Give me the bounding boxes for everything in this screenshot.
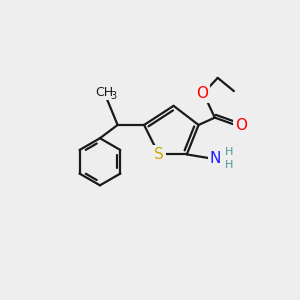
Text: H: H bbox=[225, 160, 233, 170]
Text: CH: CH bbox=[95, 86, 113, 99]
Text: O: O bbox=[235, 118, 247, 133]
Text: N: N bbox=[210, 151, 221, 166]
Text: H: H bbox=[225, 147, 233, 158]
Text: 3: 3 bbox=[111, 91, 117, 100]
Text: S: S bbox=[154, 147, 164, 162]
Text: O: O bbox=[196, 86, 208, 101]
